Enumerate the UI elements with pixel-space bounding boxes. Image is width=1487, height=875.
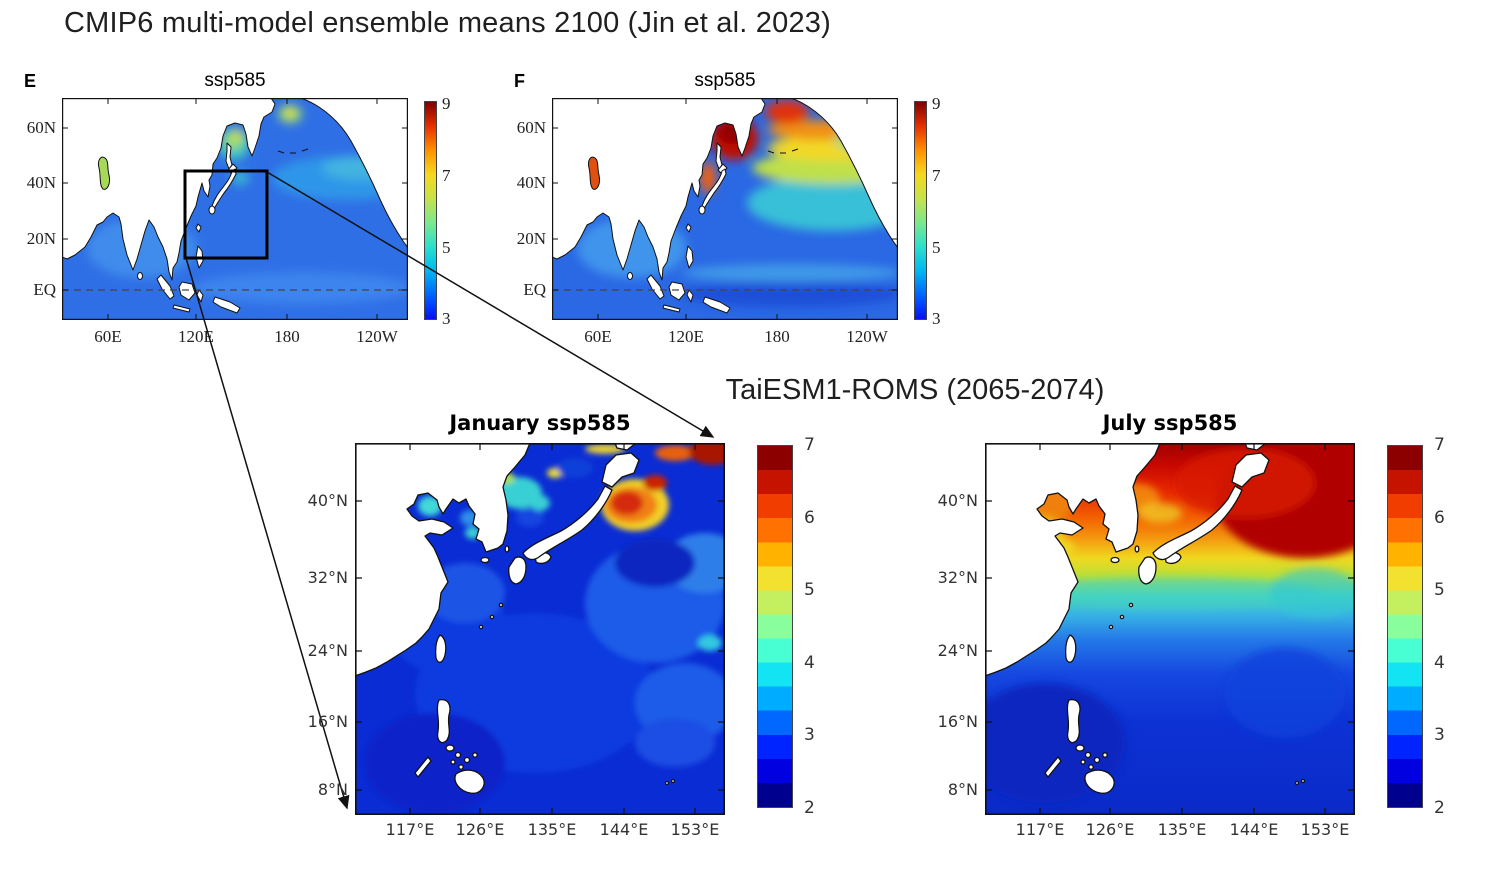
panel-e-ytick-eq: EQ (33, 280, 56, 299)
january-xtick-135e: 135°E (527, 820, 577, 839)
panel-e-letter: E (24, 71, 37, 91)
panel-july-colorbar (1387, 445, 1423, 808)
panel-e-cbtick-9: 9 (442, 94, 451, 113)
panel-e-title: ssp585 (204, 70, 266, 91)
january-xtick-117e: 117°E (385, 820, 435, 839)
panel-f-ytick-60n: 60N (516, 118, 546, 137)
panel-e-cbtick-7: 7 (442, 166, 451, 185)
panel-f-xtick-120e: 120E (668, 327, 704, 346)
january-xtick-153e: 153°E (670, 820, 720, 839)
panel-f-xtick-180: 180 (764, 327, 790, 346)
panel-f-cbtick-7: 7 (932, 166, 941, 185)
panel-e-map (62, 98, 408, 320)
panel-f-letter: F (514, 71, 525, 91)
panel-f-xtick-120w: 120W (846, 327, 888, 346)
july-cbtick-7: 7 (1434, 435, 1445, 455)
panel-f-map (552, 98, 898, 320)
panel-f-cbtick-5: 5 (932, 238, 941, 257)
january-xtick-144e: 144°E (599, 820, 649, 839)
panel-e-colorbar (424, 101, 437, 320)
panel-e-xtick-60e: 60E (94, 327, 122, 346)
january-ocean-field (365, 443, 725, 813)
panel-e-ytick-20n: 20N (26, 229, 56, 248)
july-ytick-8n: 8°N (947, 780, 978, 799)
january-land (355, 443, 676, 794)
january-cbtick-7: 7 (804, 435, 815, 455)
january-axis-ticks (355, 443, 725, 815)
july-xtick-153e: 153°E (1300, 820, 1350, 839)
july-ytick-32n: 32°N (937, 568, 978, 587)
panel-july-border (985, 443, 1355, 815)
figure-title: CMIP6 multi-model ensemble means 2100 (J… (64, 7, 831, 39)
panel-f-xtick-60e: 60E (584, 327, 612, 346)
panel-f-cbtick-9: 9 (932, 94, 941, 113)
panel-e-cbtick-3: 3 (442, 309, 451, 328)
january-xtick-126e: 126°E (455, 820, 505, 839)
panel-e-xtick-180: 180 (274, 327, 300, 346)
section-subtitle: TaiESM1-ROMS (2065-2074) (725, 374, 1105, 406)
panel-e-cbtick-5: 5 (442, 238, 451, 257)
panel-january-border (355, 443, 725, 815)
january-ytick-40n: 40°N (307, 491, 348, 510)
january-ytick-32n: 32°N (307, 568, 348, 587)
panel-f-ytick-eq: EQ (523, 280, 546, 299)
july-ocean-field (985, 443, 1355, 803)
july-cbtick-3: 3 (1434, 725, 1445, 745)
panel-january-title: January ssp585 (449, 411, 631, 435)
january-cbtick-5: 5 (804, 580, 815, 600)
july-ytick-40n: 40°N (937, 491, 978, 510)
july-xtick-135e: 135°E (1157, 820, 1207, 839)
january-cbtick-6: 6 (804, 508, 815, 528)
january-cbtick-4: 4 (804, 653, 815, 673)
panel-f-colorbar (914, 101, 927, 320)
panel-january-colorbar (757, 445, 793, 808)
july-land (985, 443, 1306, 794)
july-cbtick-5: 5 (1434, 580, 1445, 600)
panel-january-map (355, 443, 725, 815)
july-axis-ticks (985, 443, 1355, 815)
panel-f-ytick-20n: 20N (516, 229, 546, 248)
july-cbtick-6: 6 (1434, 508, 1445, 528)
panel-f-ytick-40n: 40N (516, 173, 546, 192)
january-cbtick-2: 2 (804, 798, 815, 818)
january-ytick-24n: 24°N (307, 641, 348, 660)
panel-f-title: ssp585 (694, 70, 756, 91)
july-xtick-126e: 126°E (1085, 820, 1135, 839)
july-ytick-16n: 16°N (937, 712, 978, 731)
july-ytick-24n: 24°N (937, 641, 978, 660)
january-ytick-16n: 16°N (307, 712, 348, 731)
panel-e-xtick-120w: 120W (356, 327, 398, 346)
panel-f-cbtick-3: 3 (932, 309, 941, 328)
july-cbtick-2: 2 (1434, 798, 1445, 818)
panel-july-title: July ssp585 (1102, 411, 1238, 435)
panel-e-ytick-40n: 40N (26, 173, 56, 192)
january-cbtick-3: 3 (804, 725, 815, 745)
january-ytick-8n: 8°N (317, 780, 348, 799)
july-xtick-117e: 117°E (1015, 820, 1065, 839)
july-cbtick-4: 4 (1434, 653, 1445, 673)
july-xtick-144e: 144°E (1229, 820, 1279, 839)
panel-july-map (985, 443, 1355, 815)
panel-e-xtick-120e: 120E (178, 327, 214, 346)
panel-e-ytick-60n: 60N (26, 118, 56, 137)
